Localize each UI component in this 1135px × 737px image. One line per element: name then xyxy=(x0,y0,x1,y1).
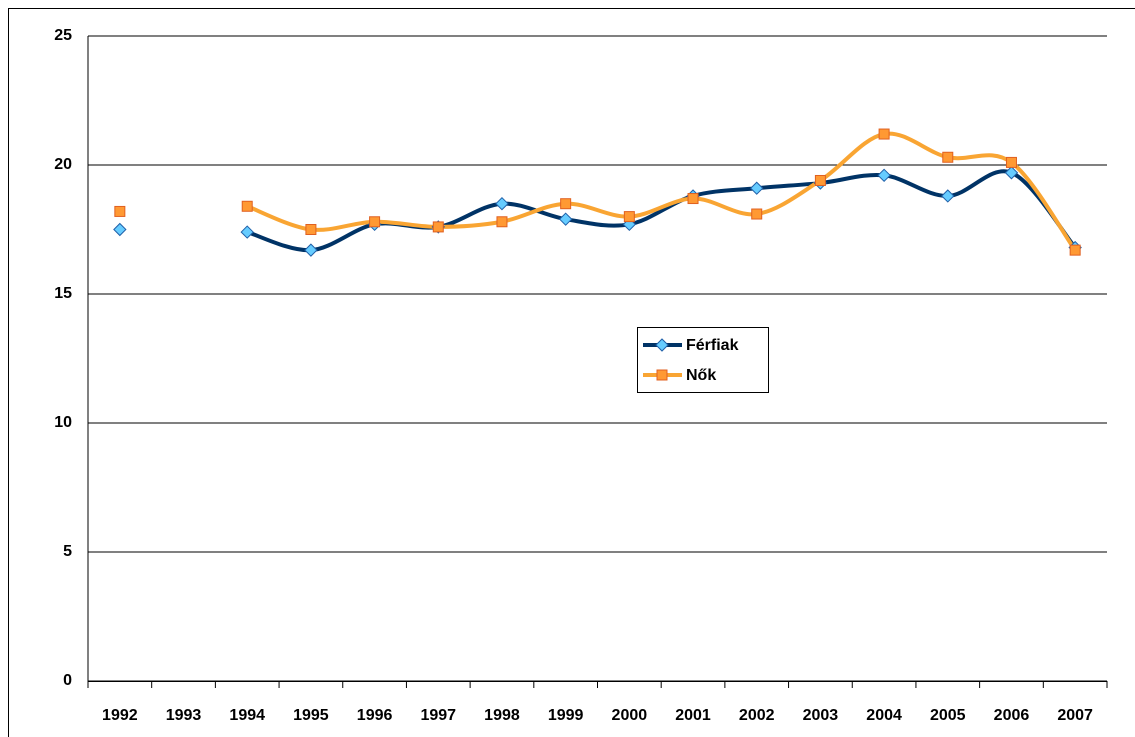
marker xyxy=(655,338,669,352)
marker xyxy=(560,198,572,210)
y-tick-label: 10 xyxy=(54,414,72,431)
marker xyxy=(1004,166,1019,180)
legend-label: Nők xyxy=(686,367,716,384)
chart-border xyxy=(8,8,1135,737)
marker xyxy=(1005,156,1017,168)
marker xyxy=(558,212,573,226)
x-tick-label: 2002 xyxy=(739,707,775,724)
x-tick-label: 2003 xyxy=(803,707,839,724)
marker xyxy=(113,222,127,237)
y-tick-label: 0 xyxy=(63,672,72,689)
marker xyxy=(432,221,444,233)
marker xyxy=(305,224,317,235)
marker xyxy=(623,211,635,223)
marker xyxy=(687,193,699,205)
y-tick-label: 20 xyxy=(54,156,72,173)
marker xyxy=(369,216,381,228)
marker xyxy=(877,168,891,183)
series-line xyxy=(246,169,1077,253)
y-tick-label: 5 xyxy=(63,543,72,560)
x-tick-label: 1994 xyxy=(229,707,265,724)
x-tick-label: 1996 xyxy=(357,707,393,724)
x-tick-label: 2007 xyxy=(1057,707,1093,724)
marker xyxy=(114,205,126,217)
x-tick-label: 1992 xyxy=(102,707,138,724)
x-tick-label: 2004 xyxy=(866,707,902,724)
x-tick-label: 1998 xyxy=(484,707,520,724)
marker xyxy=(656,369,668,381)
marker xyxy=(814,174,826,186)
x-tick-label: 2005 xyxy=(930,707,966,724)
marker xyxy=(495,196,509,211)
marker xyxy=(304,243,318,257)
marker xyxy=(240,225,254,239)
legend-box xyxy=(637,327,769,393)
x-tick-label: 1999 xyxy=(548,707,584,724)
marker xyxy=(241,200,253,212)
y-tick-label: 25 xyxy=(54,27,72,44)
marker xyxy=(878,128,890,140)
marker xyxy=(1069,244,1081,256)
legend-label: Férfiak xyxy=(686,337,739,354)
marker xyxy=(941,189,955,203)
x-tick-label: 1995 xyxy=(293,707,329,724)
x-tick-label: 2006 xyxy=(994,707,1030,724)
x-tick-label: 1993 xyxy=(166,707,202,724)
marker xyxy=(751,208,763,220)
x-tick-label: 1997 xyxy=(420,707,456,724)
legend: Férfiak Nők xyxy=(637,327,769,393)
marker xyxy=(750,181,764,195)
marker xyxy=(942,151,954,163)
marker xyxy=(496,216,508,228)
x-tick-label: 2001 xyxy=(675,707,711,724)
y-tick-label: 15 xyxy=(54,285,72,302)
x-tick-label: 2000 xyxy=(612,707,648,724)
series-line xyxy=(246,131,1077,252)
